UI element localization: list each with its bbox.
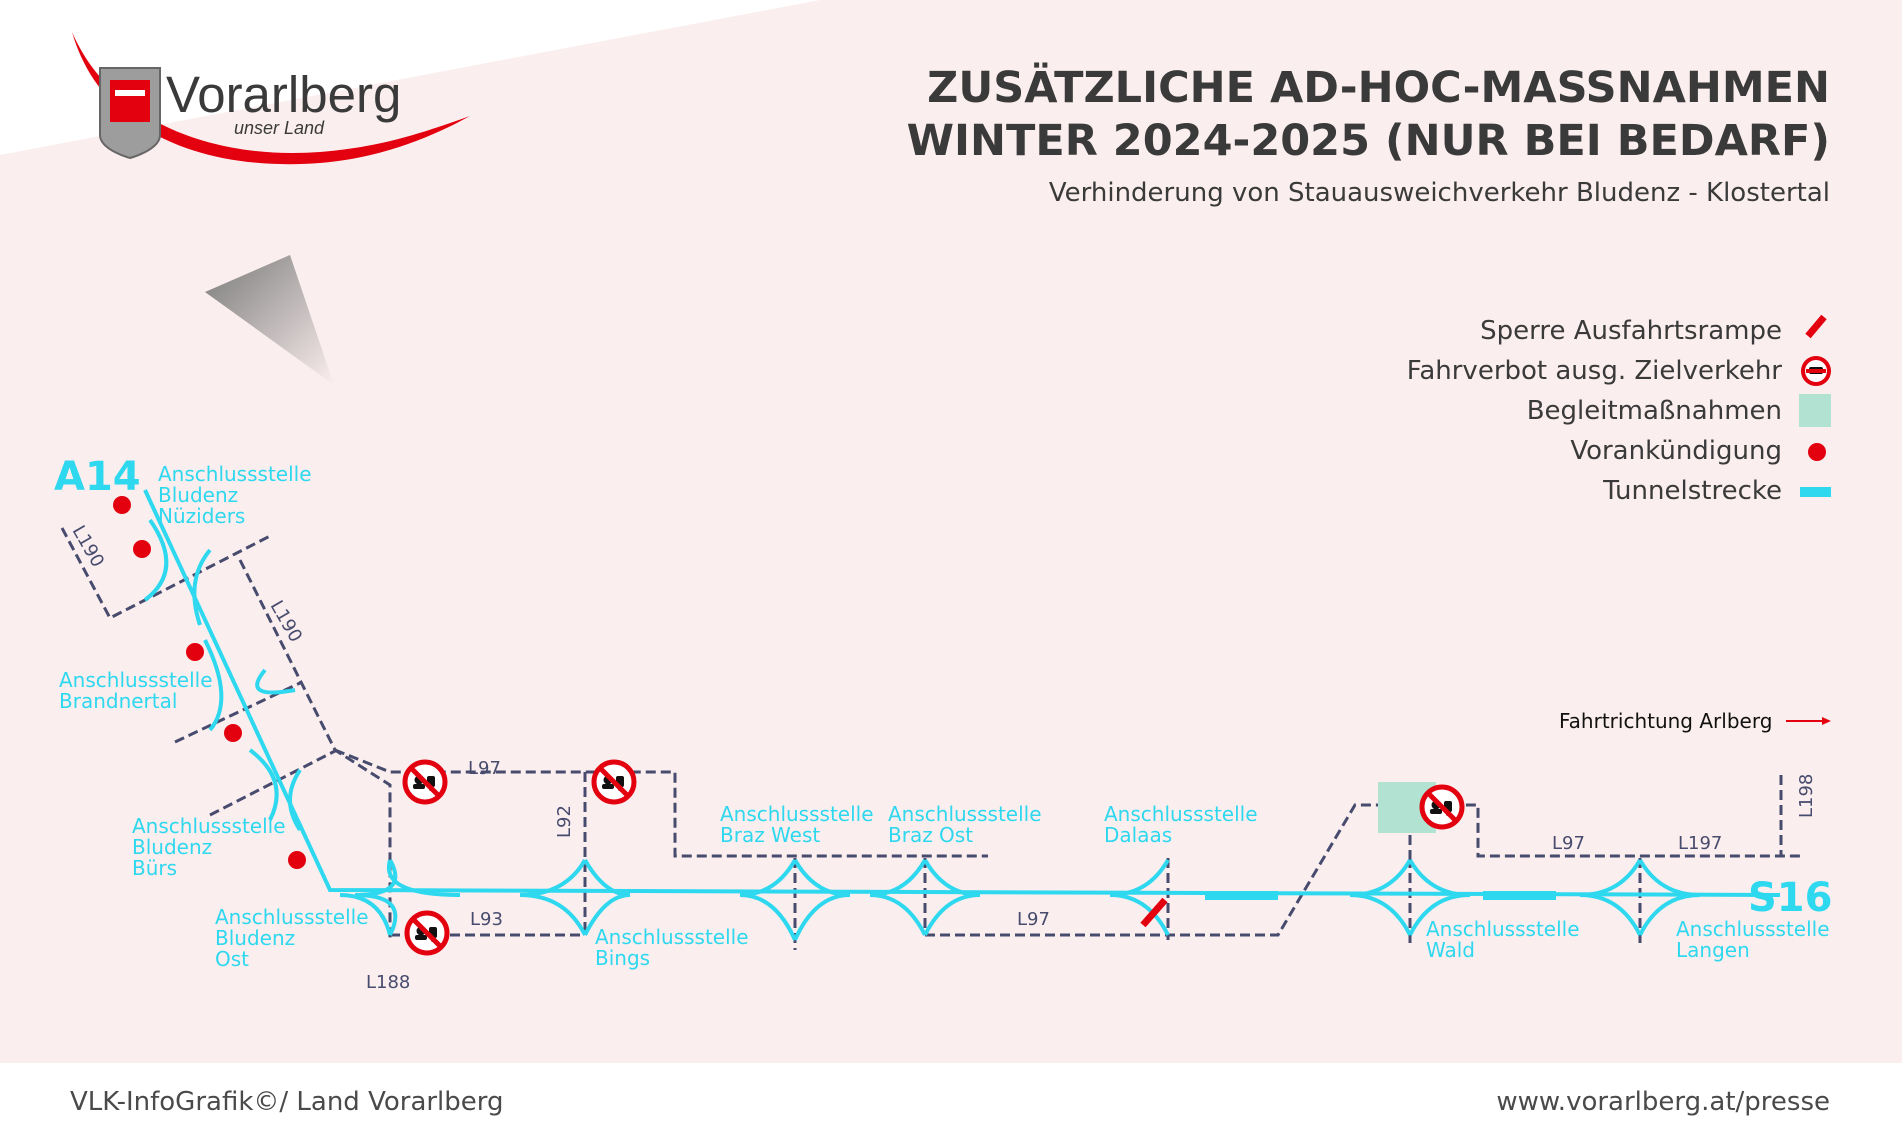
no-entry-sign-icon [407, 913, 447, 953]
junction-label: Anschlussstelle [595, 925, 749, 949]
junction-labels: Anschlussstelle Bludenz Nüziders Anschlu… [59, 462, 1830, 971]
no-entry-sign-icon [594, 762, 634, 802]
page-title: ZUSÄTZLICHE AD-HOC-MASSNAHMEN WINTER 202… [907, 62, 1830, 168]
road-label: L97 [1017, 909, 1050, 930]
footer [0, 1063, 1902, 1135]
road-label: L97 [468, 758, 501, 779]
junction-label: Nüziders [158, 504, 245, 528]
title-line-2: WINTER 2024-2025 (NUR BEI BEDARF) [906, 116, 1830, 166]
direction-label: Fahrtrichtung Arlberg [1559, 709, 1772, 733]
road-label: L97 [1552, 833, 1585, 854]
no-entry-legend-icon [1801, 356, 1831, 386]
announcement-dots [113, 496, 306, 869]
motorway-line [143, 489, 1781, 941]
footer-url: www.vorarlberg.at/presse [1496, 1087, 1830, 1117]
page-subtitle: Verhinderung von Stauausweichverkehr Blu… [1048, 178, 1830, 208]
junction-label: Anschlussstelle [158, 462, 312, 486]
measure-legend-icon [1799, 394, 1831, 427]
junction-label: Wald [1426, 938, 1475, 962]
direction-arrow-icon [1786, 717, 1831, 725]
announcement-legend-icon [1808, 443, 1826, 461]
logo-swoosh [72, 32, 470, 165]
junction-label: Bludenz [132, 835, 212, 859]
header-white-band [0, 0, 820, 155]
junction-label: Bludenz [215, 926, 295, 950]
footer-credit: VLK-InfoGrafik©/ Land Vorarlberg [70, 1087, 504, 1117]
tunnel-segment [1205, 891, 1278, 900]
legend-label: Sperre Ausfahrtsrampe [1480, 316, 1782, 346]
tunnel-legend-icon [1800, 487, 1831, 497]
junction-label: Anschlussstelle [132, 814, 286, 838]
junction-label: Anschlussstelle [720, 802, 874, 826]
junction-label: Braz West [720, 823, 820, 847]
motorway-start-label: A14 [54, 454, 141, 500]
junction-label: Anschlussstelle [215, 905, 369, 929]
junction-label: Anschlussstelle [1676, 917, 1830, 941]
legend-label: Tunnelstrecke [1602, 476, 1782, 506]
title-line-1: ZUSÄTZLICHE AD-HOC-MASSNAHMEN [927, 63, 1830, 113]
road-label: L198 [1796, 774, 1817, 818]
junction-label: Anschlussstelle [1426, 917, 1580, 941]
road-label: L93 [470, 909, 503, 930]
ramp-closure-legend-icon [1805, 314, 1827, 339]
junction-label: Ost [215, 947, 249, 971]
road-label: L92 [554, 805, 575, 838]
legend-label: Fahrverbot ausg. Zielverkehr [1407, 356, 1783, 386]
ramp-closure-mark [1140, 897, 1168, 928]
logo-name: Vorarlberg [166, 66, 401, 123]
road-label: L197 [1678, 833, 1722, 854]
junction-label: Anschlussstelle [888, 802, 1042, 826]
junction-label: Langen [1676, 938, 1750, 962]
road-label: L190 [68, 522, 108, 571]
motorway-end-label: S16 [1748, 875, 1832, 921]
legend-label: Vorankündigung [1570, 436, 1782, 466]
junction-label: Brandnertal [59, 689, 177, 713]
header-shadow [205, 255, 334, 385]
legend-label: Begleitmaßnahmen [1527, 396, 1782, 426]
legend: Sperre Ausfahrtsrampe Fahrverbot ausg. Z… [1407, 316, 1783, 506]
junction-label: Anschlussstelle [1104, 802, 1258, 826]
secondary-roads [60, 527, 1800, 950]
no-entry-sign-icon [1422, 787, 1462, 827]
junction-label: Bludenz [158, 483, 238, 507]
junction-label: Dalaas [1104, 823, 1172, 847]
logo: Vorarlberg unser Land [72, 32, 470, 165]
logo-tagline: unser Land [234, 118, 325, 138]
junction-label: Braz Ost [888, 823, 973, 847]
tunnel-segment [1483, 891, 1556, 900]
junction-label: Bürs [132, 856, 177, 880]
no-entry-sign-icon [405, 762, 445, 802]
junction-label: Bings [595, 946, 650, 970]
road-label: L188 [366, 972, 410, 993]
junction-label: Anschlussstelle [59, 668, 213, 692]
